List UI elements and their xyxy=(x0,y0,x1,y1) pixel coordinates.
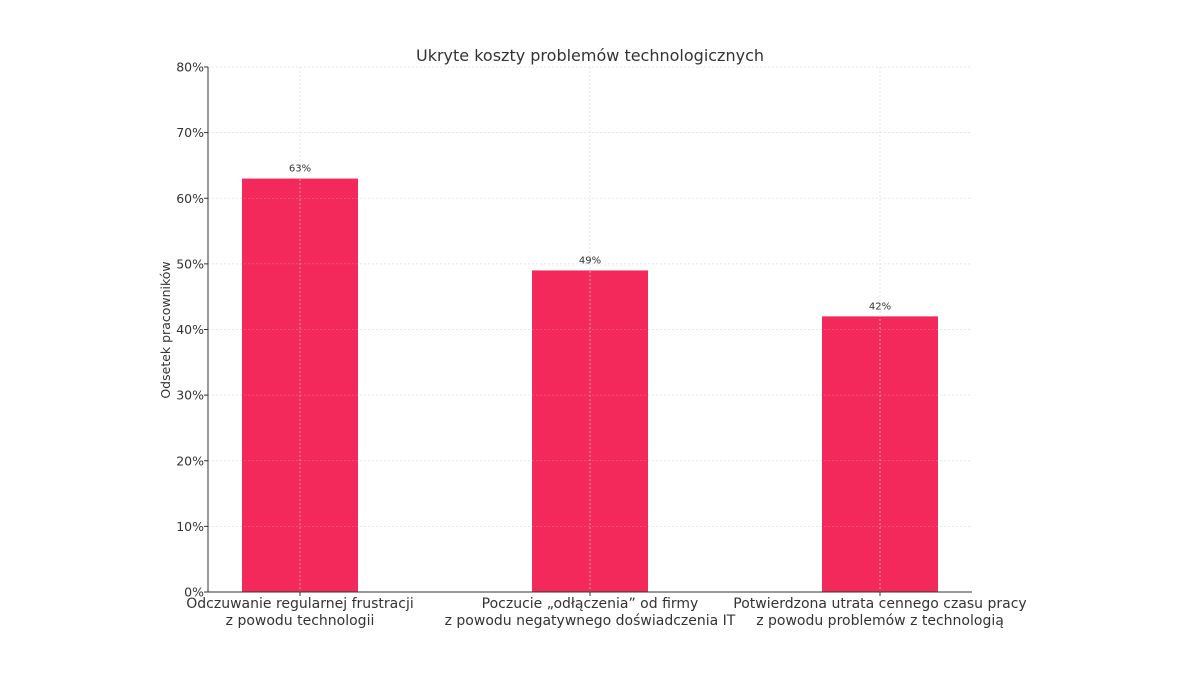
y-tick-label: 40% xyxy=(176,322,204,337)
chart-title: Ukryte koszty problemów technologicznych xyxy=(416,46,764,65)
y-axis-ticks: 0% 10% 20% 30% 40% 50% 60% 70% 80% xyxy=(176,60,208,600)
x-tick-label: Odczuwanie regularnej frustracji xyxy=(186,596,413,612)
vertical-grid-lines xyxy=(208,66,972,592)
x-tick-label: Poczucie „odłączenia” od firmy xyxy=(482,596,699,612)
y-tick-label: 60% xyxy=(176,191,204,206)
x-tick-label: z powodu technologii xyxy=(226,613,375,629)
y-tick-label: 0% xyxy=(184,585,204,600)
bar-value-label: 49% xyxy=(579,255,601,266)
y-tick-label: 70% xyxy=(176,125,204,140)
y-tick-label: 10% xyxy=(176,519,204,534)
x-tick-label: z powodu problemów z technologią xyxy=(756,613,1004,629)
x-tick-label: Potwierdzona utrata cennego czasu pracy xyxy=(733,596,1026,612)
y-tick-label: 20% xyxy=(176,453,204,468)
bar-value-label: 42% xyxy=(869,301,891,312)
bar-value-label: 63% xyxy=(289,164,311,175)
y-tick-label: 50% xyxy=(176,256,204,271)
value-labels: 63% 49% 42% xyxy=(289,164,891,313)
y-tick-label: 30% xyxy=(176,388,204,403)
bar xyxy=(822,316,938,592)
y-axis-label: Odsetek pracowników xyxy=(158,261,173,398)
x-tick-label: z powodu negatywnego doświadczenia IT xyxy=(445,613,736,629)
y-tick-label: 80% xyxy=(176,60,204,75)
